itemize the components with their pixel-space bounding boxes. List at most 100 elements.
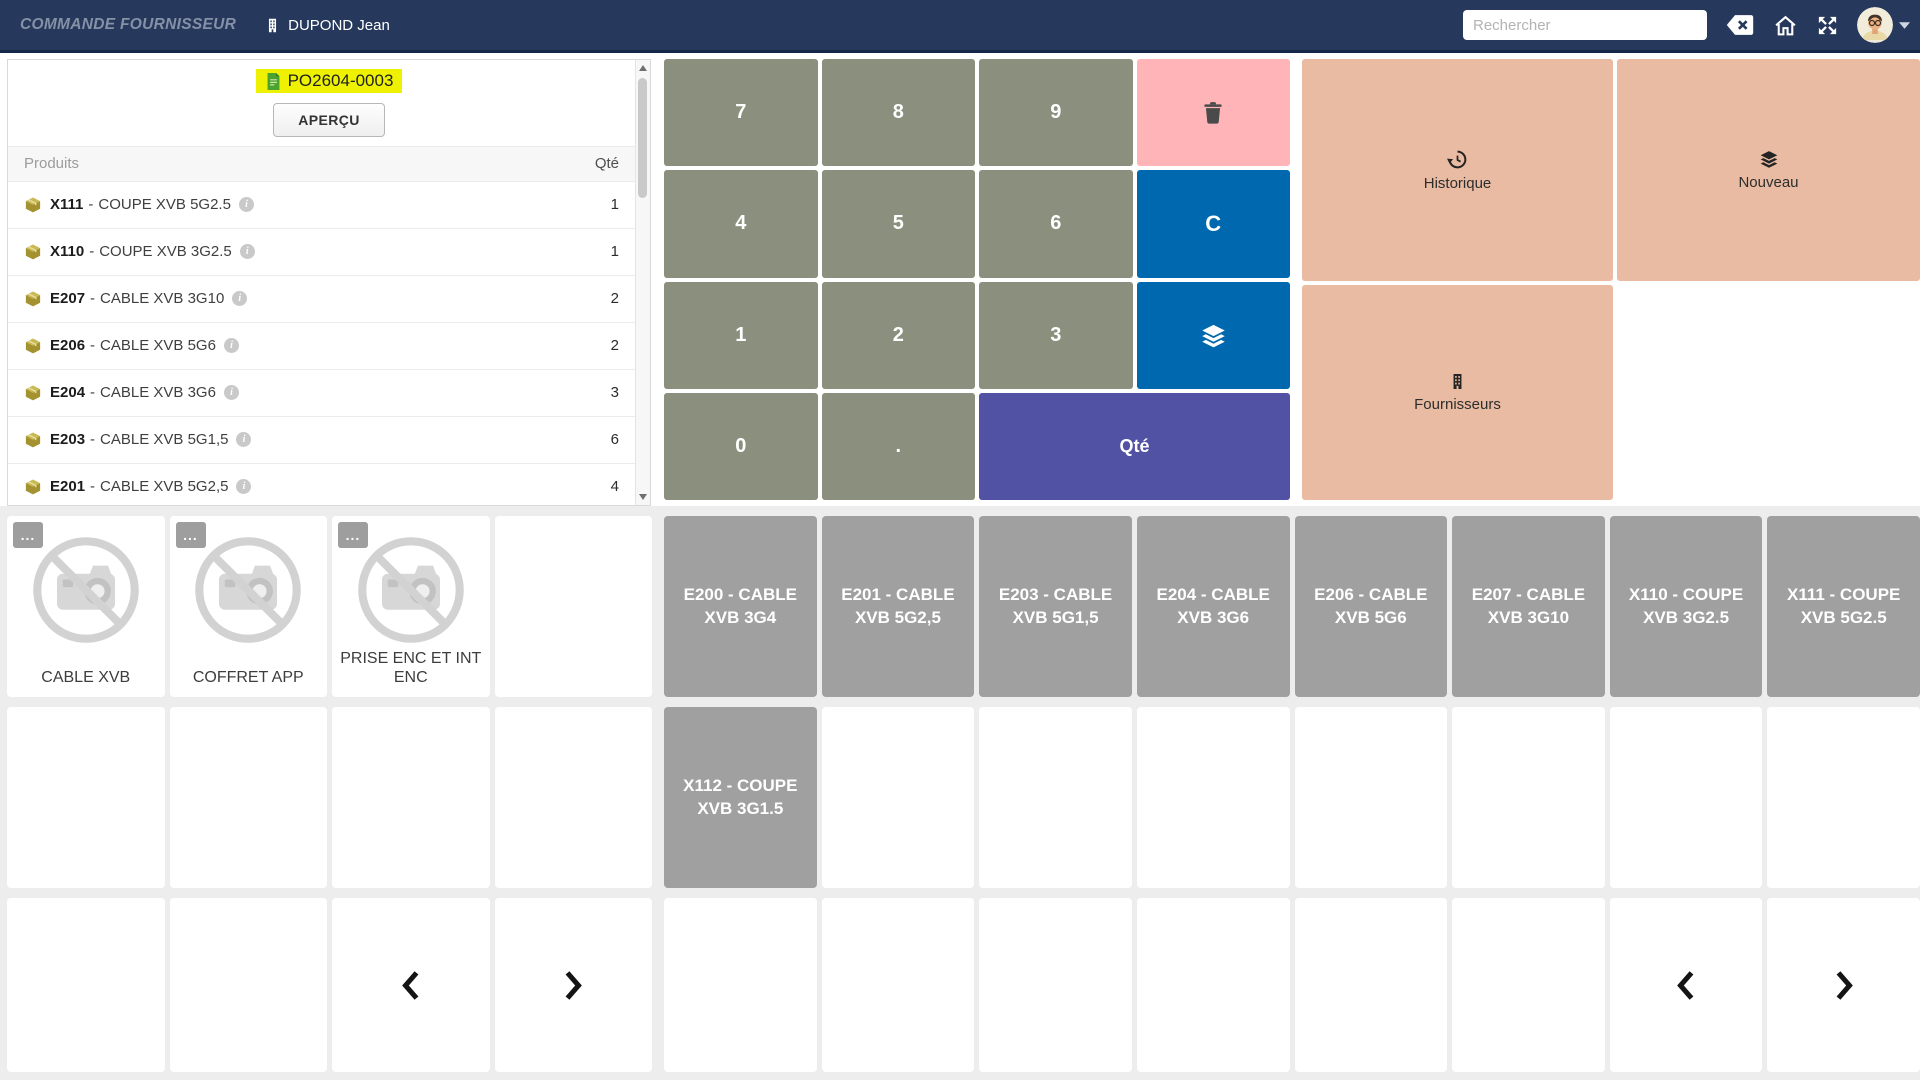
product-tile[interactable]: E204 - CABLE XVB 3G6: [1136, 516, 1290, 697]
product-tile[interactable]: E207 - CABLE XVB 3G10: [1452, 516, 1605, 697]
scroll-up-button[interactable]: [636, 60, 650, 76]
table-row[interactable]: E203 - CABLE XVB 5G1,5 i 6: [8, 417, 635, 464]
info-icon[interactable]: i: [236, 479, 252, 494]
product-tile-label: X111 - COUPE XVB 5G2.5: [1786, 585, 1901, 627]
nouveau-button[interactable]: Nouveau: [1617, 59, 1920, 281]
user-menu[interactable]: DUPOND Jean: [264, 17, 390, 34]
separator: -: [90, 337, 96, 354]
empty-cell: [1294, 898, 1448, 1072]
product-qty: 3: [610, 384, 619, 401]
product-desc: COUPE XVB 3G2.5: [99, 243, 232, 260]
key-2[interactable]: 2: [821, 281, 975, 389]
table-row[interactable]: X110 - COUPE XVB 3G2.5 i 1: [8, 229, 635, 276]
key-stack[interactable]: [1136, 281, 1290, 389]
empty-cell: [821, 707, 975, 888]
scroll-down-button[interactable]: [636, 489, 650, 505]
key-5[interactable]: 5: [821, 170, 975, 278]
info-icon[interactable]: i: [238, 197, 254, 212]
key-clear[interactable]: C: [1136, 170, 1290, 278]
prev-page-button[interactable]: [332, 898, 490, 1072]
package-icon: [25, 197, 41, 212]
info-icon[interactable]: i: [223, 385, 239, 400]
empty-cell: [7, 898, 165, 1072]
fullscreen-icon[interactable]: [1816, 14, 1839, 37]
more-options-button[interactable]: ...: [13, 522, 43, 548]
key-8[interactable]: 8: [821, 59, 975, 167]
product-tile[interactable]: X111 - COUPE XVB 5G2.5: [1767, 516, 1920, 697]
product-tile[interactable]: X112 - COUPE XVB 3G1.5: [664, 707, 817, 888]
backspace-icon[interactable]: [1725, 14, 1755, 36]
chevron-right-icon: [1836, 970, 1853, 1000]
category-tile[interactable]: ... PRISE ENC ET INT ENC: [332, 516, 490, 697]
key-6[interactable]: 6: [979, 170, 1133, 278]
product-tile-label: E204 - CABLE XVB 3G6: [1156, 585, 1270, 627]
key-3[interactable]: 3: [979, 281, 1133, 389]
info-icon[interactable]: i: [232, 291, 248, 306]
prev-page-button[interactable]: [1609, 898, 1763, 1072]
more-options-button[interactable]: ...: [338, 522, 368, 548]
column-products: Produits: [24, 155, 80, 172]
product-code: X110: [50, 243, 85, 260]
category-tile[interactable]: ... COFFRET APP: [169, 516, 327, 697]
table-row[interactable]: E204 - CABLE XVB 3G6 i 3: [8, 370, 635, 417]
product-desc: COUPE XVB 5G2.5: [98, 196, 231, 213]
product-tile[interactable]: E201 - CABLE XVB 5G2,5: [821, 516, 975, 697]
table-row[interactable]: E201 - CABLE XVB 5G2,5 i 4: [8, 464, 635, 506]
info-icon[interactable]: i: [223, 338, 239, 353]
avatar[interactable]: [1857, 7, 1893, 43]
empty-cell: [821, 898, 975, 1072]
home-icon[interactable]: [1773, 13, 1798, 38]
product-tile[interactable]: E206 - CABLE XVB 5G6: [1294, 516, 1448, 697]
key-qty[interactable]: Qté: [979, 392, 1290, 500]
order-panel-header: PO2604-0003 APERÇU: [8, 60, 650, 137]
product-tile[interactable]: X110 - COUPE XVB 3G2.5: [1609, 516, 1763, 697]
empty-cell: [1452, 898, 1605, 1072]
next-page-button[interactable]: [1767, 898, 1920, 1072]
product-code: E204: [50, 384, 86, 401]
more-options-button[interactable]: ...: [175, 522, 206, 548]
key-1[interactable]: 1: [664, 281, 818, 389]
product-code: E203: [50, 431, 86, 448]
building-icon: [269, 18, 277, 32]
key-decimal[interactable]: .: [821, 392, 975, 500]
product-desc: CABLE XVB 3G10: [100, 290, 225, 307]
key-delete[interactable]: [1136, 59, 1290, 167]
table-row[interactable]: E206 - CABLE XVB 5G6 i 2: [8, 323, 635, 370]
product-desc: CABLE XVB 3G6: [100, 384, 216, 401]
package-icon: [25, 385, 41, 400]
table-row[interactable]: X111 - COUPE XVB 5G2.5 i 1: [8, 182, 635, 229]
package-icon: [25, 291, 41, 306]
search-input[interactable]: [1463, 10, 1707, 40]
key-4[interactable]: 4: [664, 170, 818, 278]
next-page-button[interactable]: [494, 898, 652, 1072]
product-qty: 4: [610, 478, 619, 495]
fournisseurs-button[interactable]: Fournisseurs: [1302, 285, 1613, 500]
category-grid: ... CABLE XVB ... COFFRET A: [7, 516, 652, 1072]
no-image-icon: [32, 537, 139, 643]
tile-section: ... CABLE XVB ... COFFRET A: [0, 506, 1920, 1080]
info-icon[interactable]: i: [239, 244, 255, 259]
preview-button[interactable]: APERÇU: [273, 102, 385, 137]
separator: -: [88, 196, 94, 213]
historique-button[interactable]: Historique: [1302, 59, 1613, 281]
product-tile[interactable]: E200 - CABLE XVB 3G4: [664, 516, 817, 697]
product-code: X111: [50, 196, 84, 213]
scrollbar[interactable]: [635, 60, 650, 505]
chevron-right-icon: [565, 970, 583, 1000]
category-tile[interactable]: ... CABLE XVB: [7, 516, 165, 697]
category-label: CABLE XVB: [41, 668, 131, 686]
key-9[interactable]: 9: [979, 59, 1133, 167]
key-0[interactable]: 0: [664, 392, 818, 500]
empty-cell: [979, 898, 1132, 1072]
product-tile[interactable]: E203 - CABLE XVB 5G1,5: [979, 516, 1132, 697]
scrollbar-thumb[interactable]: [638, 78, 647, 198]
order-panel: PO2604-0003 APERÇU Produits Qté X111 - C…: [7, 59, 651, 506]
info-icon[interactable]: i: [236, 432, 252, 447]
order-number-highlight[interactable]: PO2604-0003: [255, 69, 403, 93]
package-icon: [25, 338, 41, 353]
key-7[interactable]: 7: [664, 59, 818, 167]
chevron-down-icon[interactable]: [1899, 21, 1910, 29]
table-row[interactable]: E207 - CABLE XVB 3G10 i 2: [8, 276, 635, 323]
product-desc: CABLE XVB 5G6: [100, 337, 216, 354]
